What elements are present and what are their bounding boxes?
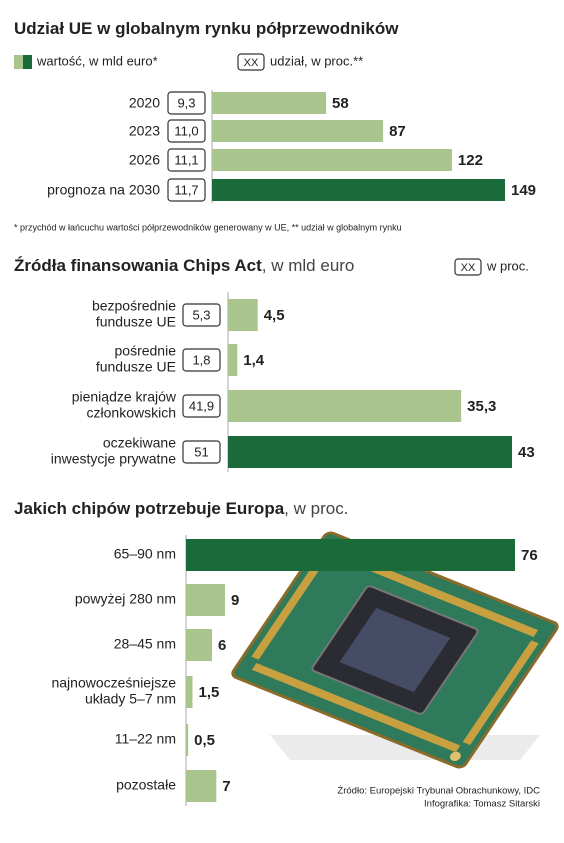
category-label: fundusze UE	[96, 359, 176, 375]
category-label: członkowskich	[87, 405, 176, 421]
footnote: * przychód w łańcuchu wartości półprzewo…	[14, 222, 402, 232]
category-label: 65–90 nm	[114, 546, 176, 562]
share-label: 11,0	[174, 123, 198, 138]
value-label: 58	[332, 95, 349, 112]
value-label: 0,5	[194, 732, 215, 749]
category-label: pieniądze krajów	[72, 389, 177, 405]
share-box	[182, 394, 221, 418]
title-suffix: , w mld euro	[262, 256, 355, 275]
share-label: XX	[244, 57, 259, 69]
category-label: 2026	[129, 152, 160, 168]
title-main: Udział UE w globalnym rynku półprzewodni…	[14, 19, 399, 38]
category-label: powyżej 280 nm	[75, 591, 176, 607]
category-label: 28–45 nm	[114, 636, 176, 652]
share-box	[167, 178, 206, 202]
category-label: 2023	[129, 123, 160, 139]
share-box	[237, 53, 265, 71]
legend-swatch	[23, 55, 32, 69]
share-box	[167, 148, 206, 172]
bar	[212, 92, 327, 114]
share-label: 1,8	[192, 352, 210, 367]
bar	[186, 770, 217, 802]
value-label: 4,5	[264, 307, 285, 324]
category-label: bezpośrednie	[92, 298, 176, 314]
share-box	[182, 303, 221, 327]
category-label: oczekiwane	[103, 435, 176, 451]
share-box	[167, 119, 206, 143]
share-label: 11,7	[174, 182, 198, 197]
bar	[228, 436, 512, 468]
category-label: fundusze UE	[96, 314, 176, 330]
share-box	[182, 440, 221, 464]
credit: Infografika: Tomasz Sitarski	[424, 799, 540, 810]
title-main: Źródła finansowania Chips Act	[14, 256, 262, 275]
category-label: pośrednie	[115, 343, 177, 359]
bar	[186, 724, 189, 756]
share-label: 41,9	[189, 398, 214, 413]
value-label: 7	[222, 778, 230, 795]
value-label: 76	[521, 547, 538, 564]
category-label: prognoza na 2030	[47, 182, 160, 198]
bar	[212, 179, 505, 201]
share-label: 11,1	[174, 152, 198, 167]
bar	[228, 390, 462, 422]
legend-label: wartość, w mld euro*	[36, 53, 158, 68]
category-label: pozostałe	[116, 777, 176, 793]
bar	[186, 584, 225, 616]
share-label: XX	[461, 262, 476, 274]
share-label: 51	[194, 444, 208, 459]
category-label: układy 5–7 nm	[85, 691, 176, 707]
bar	[186, 629, 212, 661]
title-suffix: , w proc.	[284, 499, 348, 518]
category-label: 2020	[129, 95, 160, 111]
value-label: 9	[231, 592, 239, 609]
legend-swatch	[14, 55, 23, 69]
bar	[212, 120, 384, 142]
category-label: najnowocześniejsze	[51, 675, 176, 691]
chart-title: Źródła finansowania Chips Act, w mld eur…	[14, 256, 354, 275]
value-label: 6	[218, 637, 226, 654]
value-label: 1,5	[198, 684, 219, 701]
value-label: 1,4	[243, 352, 265, 369]
bar	[212, 149, 452, 171]
value-label: 149	[511, 182, 536, 199]
chart-title: Udział UE w globalnym rynku półprzewodni…	[14, 19, 399, 38]
category-label: inwestycje prywatne	[51, 451, 176, 467]
bar	[228, 344, 238, 376]
source: Źródło: Europejski Trybunał Obrachunkowy…	[337, 786, 540, 797]
bar	[228, 299, 258, 331]
category-label: 11–22 nm	[115, 731, 176, 747]
share-label: 9,3	[177, 95, 195, 110]
bar	[186, 539, 515, 571]
bar	[186, 676, 193, 708]
chart-title: Jakich chipów potrzebuje Europa, w proc.	[14, 499, 348, 518]
share-box	[182, 348, 221, 372]
share-label: 5,3	[192, 307, 210, 322]
value-label: 35,3	[467, 398, 496, 415]
title-main: Jakich chipów potrzebuje Europa	[14, 499, 285, 518]
value-label: 122	[458, 152, 483, 169]
share-box	[454, 258, 482, 276]
share-box	[167, 91, 206, 115]
legend-label: w proc.	[486, 258, 529, 273]
value-label: 87	[389, 123, 406, 140]
legend-label: udział, w proc.**	[270, 53, 363, 68]
value-label: 43	[518, 444, 535, 461]
